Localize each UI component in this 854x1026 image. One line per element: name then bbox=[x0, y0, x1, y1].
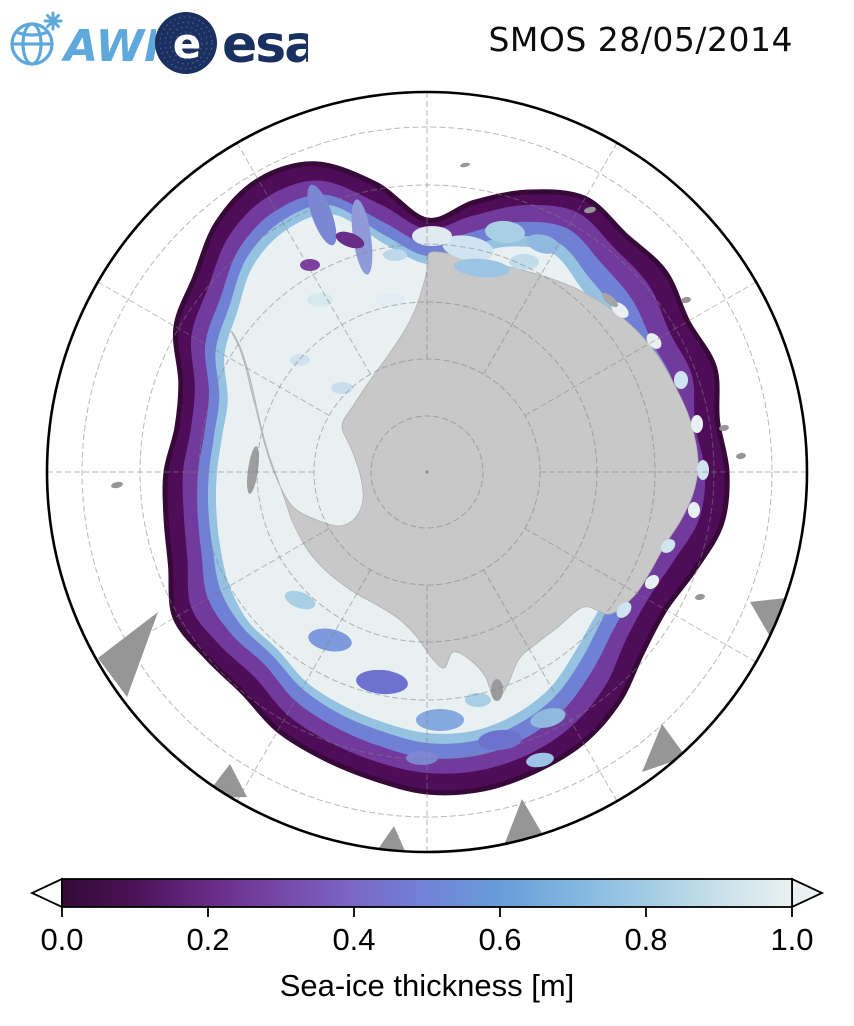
ice-patch bbox=[335, 231, 365, 249]
island bbox=[681, 296, 691, 304]
awi-wordmark: AWI bbox=[61, 21, 156, 72]
ice-patch bbox=[526, 234, 560, 254]
ice-patch bbox=[601, 292, 619, 308]
colorbar-tick-label: 0.0 bbox=[40, 922, 83, 957]
ice-patch bbox=[300, 259, 320, 271]
ice-patch bbox=[308, 628, 352, 652]
colorbar-tick-label: 0.6 bbox=[478, 922, 521, 957]
ice-patch bbox=[485, 220, 525, 244]
ice-patch bbox=[454, 258, 510, 278]
ice-patch bbox=[290, 354, 310, 366]
colorbar-gradient-bar bbox=[61, 878, 793, 908]
ice-patch bbox=[674, 371, 688, 389]
colorbar-tick-label: 0.8 bbox=[624, 922, 667, 957]
ice-patch bbox=[406, 751, 438, 765]
landmask-triangle bbox=[98, 612, 158, 697]
latitude-circle bbox=[370, 415, 484, 529]
esa-wordmark: esa bbox=[222, 15, 308, 75]
island bbox=[695, 593, 705, 601]
ice-patch bbox=[375, 293, 405, 307]
awi-logo: AWI bbox=[10, 11, 156, 72]
colorbar-under-arrow bbox=[29, 877, 63, 909]
ice-patch bbox=[416, 709, 464, 731]
colorbar-ticks: 0.0 0.2 0.4 0.6 0.8 1.0 bbox=[40, 907, 814, 957]
esa-disc-e: e bbox=[173, 19, 200, 68]
ice-patch bbox=[356, 669, 408, 695]
ice-patch bbox=[478, 729, 522, 751]
colorbar-tick-label: 0.4 bbox=[332, 922, 375, 957]
colorbar-over-arrow bbox=[791, 877, 825, 909]
colorbar-tick-label: 0.2 bbox=[186, 922, 229, 957]
island bbox=[111, 481, 123, 489]
ice-patch bbox=[307, 293, 333, 307]
awi-star-icon bbox=[43, 11, 63, 31]
esa-logo: e esa bbox=[155, 12, 308, 75]
header: AWI e esa SMOS 28/05/2014 bbox=[0, 0, 854, 80]
landmask-triangle bbox=[376, 826, 405, 851]
colorbar-tick-label: 1.0 bbox=[770, 922, 813, 957]
island bbox=[460, 162, 470, 168]
ice-patch bbox=[247, 446, 259, 494]
ice-patch bbox=[526, 752, 554, 768]
ice-texture-patches bbox=[247, 184, 709, 768]
ice-patch bbox=[351, 199, 373, 275]
latitude-circle bbox=[81, 126, 773, 818]
island bbox=[584, 206, 596, 214]
landmask-triangle bbox=[750, 598, 786, 640]
ice-patch bbox=[491, 679, 503, 701]
ice-patch bbox=[616, 602, 632, 618]
ice-patch bbox=[331, 382, 353, 394]
ice-patch bbox=[691, 415, 703, 433]
colorbar: 0.0 0.2 0.4 0.6 0.8 1.0 Sea-ice thickness [m] bbox=[29, 877, 825, 1003]
ice-patch bbox=[660, 539, 676, 553]
ice-patch bbox=[644, 574, 660, 590]
page-title: SMOS 28/05/2014 bbox=[488, 20, 793, 59]
ice-patch bbox=[530, 708, 566, 728]
graticule bbox=[48, 93, 806, 851]
colorbar-axis-label: Sea-ice thickness [m] bbox=[280, 968, 575, 1003]
latitude-circle bbox=[198, 243, 656, 701]
esa-disc-icon bbox=[155, 12, 217, 74]
ice-patch bbox=[442, 235, 494, 261]
south-pole-marker bbox=[425, 470, 429, 474]
island bbox=[736, 452, 746, 460]
ice-patch bbox=[383, 249, 407, 261]
island bbox=[719, 424, 729, 432]
awi-globe-icon bbox=[10, 22, 54, 66]
islands bbox=[111, 162, 746, 601]
ice-patch bbox=[284, 590, 316, 610]
ice-patch bbox=[307, 184, 337, 246]
ice-patch bbox=[697, 460, 709, 480]
ice-patch bbox=[465, 693, 491, 707]
ice-patch bbox=[509, 254, 539, 270]
map-boundary-circle bbox=[45, 90, 809, 854]
ice-patch bbox=[412, 226, 452, 246]
ice-patch bbox=[688, 502, 700, 518]
esa-disc-texture bbox=[159, 16, 213, 70]
